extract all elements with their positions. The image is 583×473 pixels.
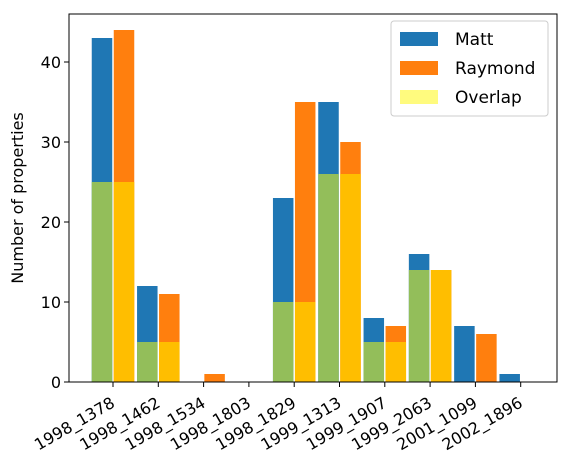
legend: Matt Raymond Overlap bbox=[390, 20, 549, 117]
bar-overlap-raymond-1998-1829 bbox=[294, 302, 316, 382]
bar-raymond-2001-1099 bbox=[476, 334, 497, 382]
bar-overlap-matt-1998-1829 bbox=[272, 302, 294, 382]
legend-swatch-matt bbox=[400, 32, 438, 46]
bar-raymond-1998-1534 bbox=[204, 374, 225, 382]
y-tick-label: 0 bbox=[51, 373, 61, 392]
legend-swatch-overlap bbox=[400, 90, 438, 104]
y-tick-label: 10 bbox=[41, 293, 61, 312]
bar-overlap-raymond-1999-2063 bbox=[430, 270, 452, 382]
bar-overlap-matt-1999-1313 bbox=[318, 174, 339, 382]
bar-overlap-raymond-1999-1907 bbox=[385, 342, 407, 382]
bar-overlap-raymond-1998-1378 bbox=[113, 182, 135, 382]
y-axis-label: Number of properties bbox=[8, 112, 27, 284]
legend-label-raymond: Raymond bbox=[455, 59, 535, 79]
y-tick-label: 30 bbox=[41, 133, 61, 152]
y-tick-label: 40 bbox=[41, 53, 61, 72]
plot-frame bbox=[68, 13, 558, 383]
legend-label-overlap: Overlap bbox=[455, 88, 522, 108]
bar-overlap-matt-1999-1907 bbox=[363, 342, 385, 382]
legend-swatch-raymond bbox=[400, 61, 438, 75]
bar-overlap-raymond-1998-1462 bbox=[159, 342, 180, 382]
legend-label-matt: Matt bbox=[455, 30, 494, 50]
bars-layer bbox=[91, 30, 520, 382]
bar-overlap-matt-1998-1378 bbox=[91, 182, 113, 382]
y-tick-label: 20 bbox=[41, 213, 61, 232]
bar-matt-2001-1099 bbox=[454, 326, 475, 382]
bar-overlap-matt-1999-2063 bbox=[408, 270, 430, 382]
bar-overlap-raymond-1999-1313 bbox=[340, 174, 361, 382]
bar-overlap-matt-1998-1462 bbox=[137, 342, 158, 382]
bar-matt-2002-1896 bbox=[499, 374, 520, 382]
